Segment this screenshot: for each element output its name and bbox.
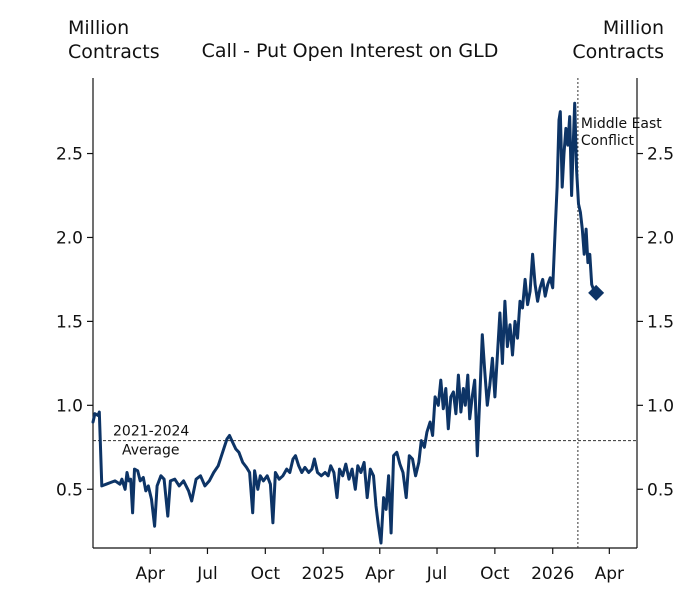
right-y-tick-label: 2.5	[647, 145, 674, 165]
left-axis-unit-line-2: Contracts	[68, 41, 160, 63]
average-label-line-2: Average	[122, 443, 180, 459]
axes-group: 0.5 0.5 1.0 1.0 1.5 1.5 2.0 2.0 2.5 2.5 Apr Jul Oct 2…	[56, 78, 674, 584]
right-y-tick-label: 1.0	[647, 396, 674, 416]
right-y-tick-label: 1.5	[647, 312, 674, 332]
right-y-tick-label: 0.5	[647, 480, 674, 500]
x-tick-label: Oct	[480, 564, 510, 584]
left-axis-unit-label: Million Contracts	[68, 16, 160, 64]
x-tick-label: Apr	[136, 564, 165, 584]
right-y-tick-label: 2.0	[647, 228, 674, 248]
left-y-tick-label: 2.5	[56, 145, 83, 165]
x-tick-label: Jul	[426, 564, 448, 584]
right-axis-unit-line-2: Contracts	[572, 41, 664, 63]
chart-title: Call - Put Open Interest on GLD	[201, 40, 499, 62]
left-y-tick-label: 2.0	[56, 228, 83, 248]
right-axis-unit-label: Million Contracts	[572, 16, 664, 64]
reference-lines-group	[93, 78, 637, 548]
left-y-tick-label: 0.5	[56, 480, 83, 500]
end-marker-diamond	[588, 284, 605, 301]
x-tick-label: Oct	[251, 564, 281, 584]
event-label-line-2: Conflict	[581, 133, 635, 149]
right-axis-unit-line-1: Million	[602, 17, 664, 39]
x-tick-label: 2025	[302, 564, 345, 584]
left-y-tick-label: 1.5	[56, 312, 83, 332]
left-y-tick-label: 1.0	[56, 396, 83, 416]
event-label-line-1: Middle East	[581, 116, 662, 132]
series-line	[91, 101, 597, 545]
left-axis-unit-line-1: Million	[68, 17, 130, 39]
series-group	[91, 101, 605, 545]
x-tick-label: 2026	[531, 564, 574, 584]
x-tick-label: Apr	[365, 564, 394, 584]
x-tick-label: Apr	[595, 564, 624, 584]
average-label-line-1: 2021-2024	[113, 424, 189, 440]
x-tick-label: Jul	[196, 564, 218, 584]
